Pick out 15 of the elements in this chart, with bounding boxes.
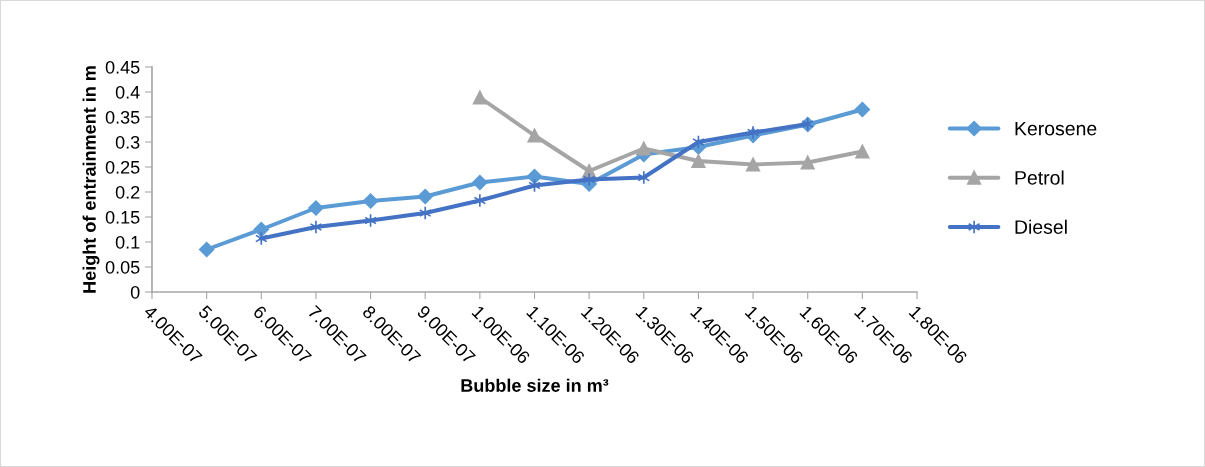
- y-tick-label: 0.05: [105, 260, 140, 274]
- x-axis-title: Bubble size in m³: [461, 378, 609, 392]
- y-tick-label: 0.4: [115, 85, 140, 99]
- y-tick-label: 0.45: [105, 60, 140, 74]
- y-tick-label: 0: [130, 285, 140, 299]
- y-tick-label: 0.35: [105, 110, 140, 124]
- legend-label: Diesel: [1015, 219, 1067, 234]
- y-tick-label: 0.15: [105, 210, 140, 224]
- y-tick-label: 0.1: [115, 235, 140, 249]
- legend-label: Petrol: [1015, 170, 1064, 185]
- y-tick-label: 0.25: [105, 160, 140, 174]
- legend-label: Kerosene: [1015, 121, 1097, 136]
- y-tick-label: 0.3: [115, 135, 140, 149]
- y-axis-title: Height of entrainment in m: [82, 66, 100, 293]
- y-tick-label: 0.2: [115, 185, 140, 199]
